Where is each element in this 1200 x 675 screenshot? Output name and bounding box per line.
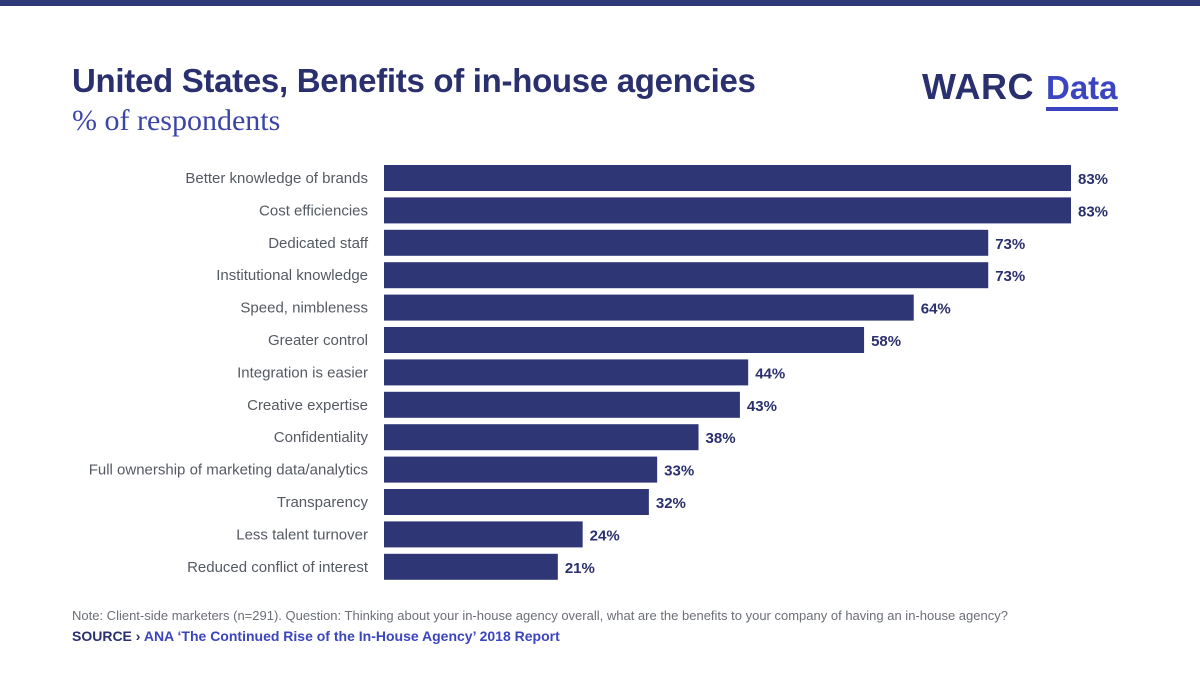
category-label: Less talent turnover	[236, 526, 368, 543]
bar	[384, 327, 865, 353]
value-label: 73%	[995, 236, 1025, 253]
bar	[384, 456, 658, 483]
category-label: Confidentiality	[274, 429, 369, 446]
category-label: Reduced conflict of interest	[187, 559, 369, 576]
bar	[384, 229, 989, 256]
footnote: Note: Client-side marketers (n=291). Que…	[72, 608, 1008, 623]
value-label: 64%	[921, 301, 951, 318]
category-label: Better knowledge of brands	[185, 170, 368, 187]
source-line: SOURCE › ANA ‘The Continued Rise of the …	[72, 628, 560, 644]
value-label: 38%	[706, 430, 736, 447]
source-text: ANA ‘The Continued Rise of the In-House …	[143, 628, 560, 644]
category-label: Integration is easier	[237, 364, 368, 381]
category-label: Speed, nimbleness	[240, 300, 368, 317]
value-label: 24%	[590, 527, 620, 544]
category-label: Creative expertise	[247, 397, 368, 414]
logo-product: Data	[1046, 69, 1118, 111]
bar	[384, 294, 914, 321]
value-label: 44%	[755, 365, 785, 382]
logo-brand: WARC	[922, 66, 1034, 107]
bar	[384, 521, 583, 548]
top-accent-bar	[0, 0, 1200, 6]
warc-data-logo: WARC Data	[922, 66, 1118, 111]
value-label: 73%	[995, 268, 1025, 285]
bar	[384, 197, 1071, 224]
chart-plot-area: Better knowledge of brands 83% Cost effici…	[89, 165, 1108, 580]
category-label: Institutional knowledge	[216, 267, 368, 284]
chart-title: United States, Benefits of in-house agen…	[72, 62, 756, 99]
value-label: 32%	[656, 495, 686, 512]
value-label: 83%	[1078, 171, 1108, 188]
bar	[384, 489, 649, 515]
value-label: 83%	[1078, 203, 1108, 220]
bar	[384, 424, 699, 451]
bar	[384, 391, 740, 418]
category-label: Transparency	[277, 494, 369, 511]
value-label: 58%	[871, 333, 901, 350]
chart-subtitle: % of respondents	[72, 104, 281, 137]
category-label: Greater control	[268, 332, 368, 349]
category-label: Full ownership of marketing data/analyti…	[89, 462, 368, 479]
category-label: Dedicated staff	[268, 235, 369, 252]
bar	[384, 359, 749, 386]
source-label: SOURCE ›	[72, 628, 141, 644]
bar	[384, 553, 558, 580]
value-label: 43%	[747, 398, 777, 415]
bar	[384, 165, 1071, 191]
bar	[384, 262, 989, 289]
value-label: 21%	[565, 560, 595, 577]
value-label: 33%	[664, 463, 694, 480]
category-label: Cost efficiencies	[259, 202, 368, 219]
